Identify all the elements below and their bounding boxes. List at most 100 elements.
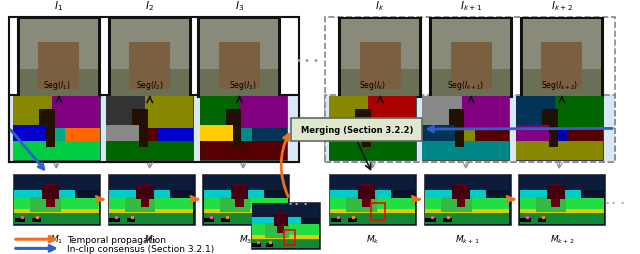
- FancyBboxPatch shape: [200, 141, 287, 161]
- FancyBboxPatch shape: [111, 20, 189, 69]
- FancyBboxPatch shape: [219, 43, 260, 90]
- FancyBboxPatch shape: [520, 176, 580, 198]
- FancyBboxPatch shape: [32, 218, 41, 222]
- Text: $\mathit{M_3}$: $\mathit{M_3}$: [239, 232, 252, 245]
- FancyBboxPatch shape: [38, 43, 79, 90]
- FancyBboxPatch shape: [106, 125, 141, 141]
- FancyBboxPatch shape: [202, 174, 289, 225]
- FancyBboxPatch shape: [452, 187, 470, 199]
- FancyBboxPatch shape: [200, 125, 234, 141]
- FancyBboxPatch shape: [422, 97, 509, 161]
- FancyBboxPatch shape: [329, 174, 416, 225]
- FancyBboxPatch shape: [516, 125, 550, 141]
- FancyBboxPatch shape: [547, 187, 564, 199]
- FancyBboxPatch shape: [358, 187, 375, 199]
- FancyBboxPatch shape: [330, 198, 415, 211]
- FancyBboxPatch shape: [125, 197, 156, 212]
- FancyBboxPatch shape: [200, 97, 239, 125]
- FancyBboxPatch shape: [355, 110, 371, 125]
- FancyBboxPatch shape: [542, 110, 557, 125]
- Text: $\mathit{I_k}$: $\mathit{I_k}$: [376, 0, 385, 13]
- FancyBboxPatch shape: [109, 19, 191, 98]
- FancyBboxPatch shape: [204, 213, 288, 224]
- FancyBboxPatch shape: [422, 125, 457, 141]
- FancyBboxPatch shape: [329, 97, 416, 161]
- FancyBboxPatch shape: [252, 225, 319, 236]
- FancyBboxPatch shape: [325, 95, 615, 163]
- FancyBboxPatch shape: [13, 97, 100, 161]
- FancyBboxPatch shape: [14, 198, 99, 211]
- FancyBboxPatch shape: [252, 243, 260, 247]
- FancyBboxPatch shape: [339, 19, 421, 98]
- FancyBboxPatch shape: [46, 184, 54, 207]
- FancyBboxPatch shape: [330, 176, 391, 198]
- FancyBboxPatch shape: [106, 141, 193, 161]
- Text: $\mathit{I_{k+1}}$: $\mathit{I_{k+1}}$: [460, 0, 482, 13]
- FancyBboxPatch shape: [204, 175, 288, 190]
- FancyBboxPatch shape: [425, 198, 509, 211]
- FancyBboxPatch shape: [536, 197, 566, 212]
- FancyBboxPatch shape: [20, 69, 98, 97]
- FancyBboxPatch shape: [236, 184, 244, 207]
- FancyBboxPatch shape: [239, 97, 287, 129]
- FancyBboxPatch shape: [425, 175, 509, 190]
- FancyBboxPatch shape: [360, 43, 401, 90]
- FancyBboxPatch shape: [341, 20, 419, 69]
- FancyBboxPatch shape: [14, 175, 99, 190]
- FancyBboxPatch shape: [200, 69, 278, 97]
- Text: $\bullet\bullet\bullet$: $\bullet\bullet\bullet$: [604, 196, 625, 205]
- FancyBboxPatch shape: [521, 19, 603, 98]
- FancyBboxPatch shape: [346, 197, 377, 212]
- FancyBboxPatch shape: [252, 203, 319, 226]
- FancyBboxPatch shape: [204, 198, 288, 211]
- FancyBboxPatch shape: [518, 174, 605, 225]
- FancyBboxPatch shape: [432, 20, 510, 69]
- FancyBboxPatch shape: [251, 202, 320, 249]
- FancyBboxPatch shape: [451, 43, 492, 90]
- FancyBboxPatch shape: [381, 129, 416, 141]
- FancyBboxPatch shape: [233, 113, 241, 148]
- FancyBboxPatch shape: [145, 97, 193, 129]
- FancyBboxPatch shape: [523, 69, 601, 97]
- FancyBboxPatch shape: [204, 209, 288, 214]
- Text: $\mathit{M_{k+1}}$: $\mathit{M_{k+1}}$: [455, 232, 479, 245]
- Text: Seg($I_{k+1}$): Seg($I_{k+1}$): [447, 79, 484, 92]
- FancyBboxPatch shape: [330, 209, 415, 214]
- FancyBboxPatch shape: [552, 184, 560, 207]
- Text: $\bullet\bullet\bullet$: $\bullet\bullet\bullet$: [287, 197, 308, 207]
- FancyBboxPatch shape: [109, 198, 193, 211]
- FancyBboxPatch shape: [368, 97, 416, 129]
- FancyBboxPatch shape: [266, 243, 273, 247]
- FancyBboxPatch shape: [14, 213, 99, 224]
- FancyBboxPatch shape: [523, 20, 601, 69]
- FancyBboxPatch shape: [516, 141, 603, 161]
- FancyBboxPatch shape: [331, 218, 341, 222]
- FancyBboxPatch shape: [520, 209, 604, 214]
- FancyBboxPatch shape: [200, 97, 287, 161]
- FancyBboxPatch shape: [13, 141, 100, 161]
- FancyBboxPatch shape: [15, 218, 25, 222]
- FancyBboxPatch shape: [109, 218, 120, 222]
- FancyBboxPatch shape: [457, 184, 465, 207]
- FancyBboxPatch shape: [425, 209, 509, 214]
- FancyBboxPatch shape: [274, 214, 287, 226]
- FancyBboxPatch shape: [14, 209, 99, 214]
- FancyBboxPatch shape: [456, 113, 464, 148]
- FancyBboxPatch shape: [108, 174, 195, 225]
- FancyBboxPatch shape: [422, 97, 461, 125]
- FancyBboxPatch shape: [265, 224, 289, 238]
- Text: $\mathit{M_1}$: $\mathit{M_1}$: [50, 232, 63, 245]
- FancyBboxPatch shape: [231, 187, 248, 199]
- FancyBboxPatch shape: [106, 97, 145, 125]
- FancyBboxPatch shape: [204, 218, 214, 222]
- FancyBboxPatch shape: [13, 125, 47, 141]
- FancyBboxPatch shape: [141, 184, 149, 207]
- FancyBboxPatch shape: [329, 141, 416, 161]
- FancyBboxPatch shape: [441, 197, 472, 212]
- FancyBboxPatch shape: [127, 218, 136, 222]
- FancyBboxPatch shape: [14, 176, 75, 198]
- FancyBboxPatch shape: [449, 110, 464, 125]
- FancyBboxPatch shape: [9, 95, 299, 163]
- Text: Seg($I_1$): Seg($I_1$): [42, 79, 70, 92]
- FancyBboxPatch shape: [18, 19, 100, 98]
